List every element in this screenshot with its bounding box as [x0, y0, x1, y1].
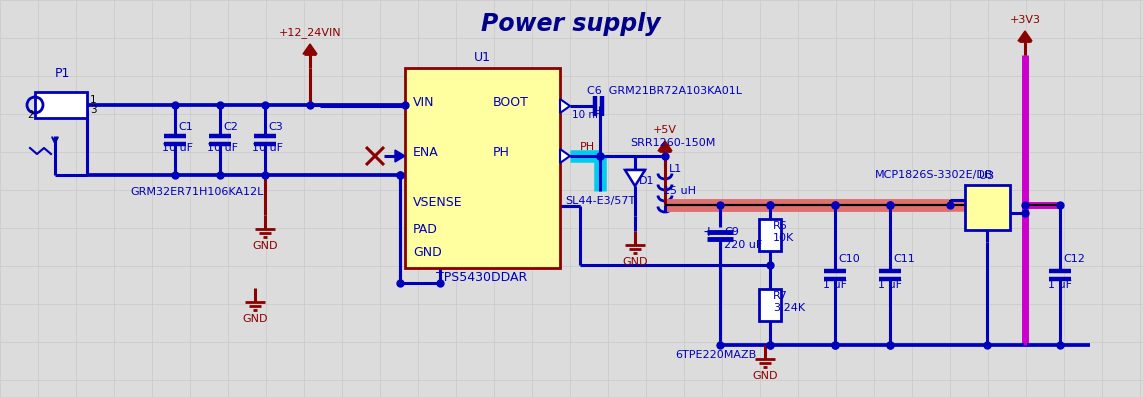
Text: PH: PH [580, 142, 596, 152]
Text: P1: P1 [55, 67, 71, 80]
Text: 1 uF: 1 uF [823, 280, 847, 290]
Text: R6: R6 [773, 221, 788, 231]
Text: C11: C11 [893, 254, 914, 264]
Text: 10 nF: 10 nF [572, 110, 601, 120]
Text: 10 uF: 10 uF [162, 143, 193, 153]
Text: BOOT: BOOT [493, 96, 529, 109]
Polygon shape [303, 44, 317, 54]
Text: GND: GND [413, 246, 441, 259]
Text: VSENSE: VSENSE [413, 196, 463, 209]
Text: 1: 1 [90, 95, 97, 105]
Text: 1 uF: 1 uF [1048, 280, 1072, 290]
Bar [405, 68, 560, 268]
Text: 10 uF: 10 uF [251, 143, 283, 153]
Polygon shape [658, 141, 672, 151]
Text: 6TPE220MAZB: 6TPE220MAZB [676, 350, 757, 360]
Polygon shape [395, 150, 405, 162]
Text: C1: C1 [178, 122, 193, 132]
Text: PAD: PAD [413, 223, 438, 236]
Text: 10 uF: 10 uF [207, 143, 238, 153]
Bar [759, 289, 781, 321]
Polygon shape [1018, 31, 1032, 41]
Text: GND: GND [242, 314, 267, 324]
Text: 10K: 10K [773, 233, 794, 243]
Text: D1: D1 [639, 176, 655, 186]
Text: GND: GND [752, 371, 777, 381]
Text: +: + [702, 225, 713, 239]
Text: ENA: ENA [413, 146, 439, 159]
Text: C2: C2 [223, 122, 238, 132]
Text: SRR1260-150M: SRR1260-150M [630, 138, 716, 148]
Text: +3V3: +3V3 [1009, 15, 1040, 25]
Text: 1 uF: 1 uF [878, 280, 902, 290]
Text: U1: U1 [473, 51, 490, 64]
Bar [35, 92, 87, 118]
Text: L1: L1 [669, 164, 682, 174]
Text: R7: R7 [773, 291, 788, 301]
Text: TPS5430DDAR: TPS5430DDAR [437, 271, 528, 284]
Text: C10: C10 [838, 254, 860, 264]
Text: VIN: VIN [413, 96, 434, 109]
Text: GND: GND [622, 257, 648, 267]
Polygon shape [560, 99, 570, 113]
Text: SL44-E3/57T: SL44-E3/57T [565, 196, 636, 206]
Text: U3: U3 [980, 171, 994, 181]
Text: MCP1826S-3302E/DB: MCP1826S-3302E/DB [876, 170, 993, 180]
Text: GRM32ER71H106KA12L: GRM32ER71H106KA12L [130, 187, 263, 197]
Text: +12_24VIN: +12_24VIN [279, 27, 342, 38]
Text: C9: C9 [724, 227, 738, 237]
Text: PH: PH [493, 146, 510, 159]
Text: 2: 2 [27, 110, 33, 120]
Text: C6  GRM21BR72A103KA01L: C6 GRM21BR72A103KA01L [588, 86, 742, 96]
Polygon shape [625, 170, 645, 186]
Text: 220 uF: 220 uF [724, 240, 762, 250]
Text: Power supply: Power supply [481, 12, 661, 36]
Text: C12: C12 [1063, 254, 1085, 264]
Text: +5V: +5V [653, 125, 677, 135]
Polygon shape [560, 149, 570, 163]
Text: 3.24K: 3.24K [773, 303, 805, 313]
Text: C3: C3 [267, 122, 282, 132]
Text: 15 uH: 15 uH [663, 186, 696, 196]
Text: 3: 3 [90, 105, 97, 115]
Text: GND: GND [253, 241, 278, 251]
Bar [965, 185, 1010, 230]
Bar [759, 219, 781, 251]
